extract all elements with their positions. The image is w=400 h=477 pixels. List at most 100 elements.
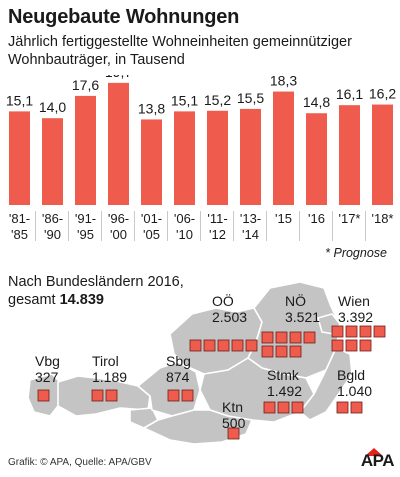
bar-value-label: 19,7 [105, 75, 132, 80]
bar-value-label: 15,2 [204, 92, 231, 108]
x-tick-label: '11- [207, 211, 227, 226]
state-square [105, 389, 118, 402]
state-name-label: NÖ [285, 292, 306, 309]
x-tick-label: '81- [9, 211, 30, 226]
x-tick-label: '16 [308, 211, 325, 226]
apa-logo-mark [365, 448, 383, 456]
x-tick-label: '01- [141, 211, 162, 226]
x-tick-label: '86- [42, 211, 63, 226]
x-tick-label: '05 [143, 227, 160, 242]
x-tick-label: '91- [75, 211, 96, 226]
state-name-label: Ktn [222, 399, 243, 415]
bar-value-label: 16,1 [336, 86, 363, 102]
state-value-label: 1.492 [267, 383, 302, 399]
state-value-label: 1.189 [92, 369, 127, 385]
state-square [331, 339, 344, 352]
state-value-label: 2.503 [212, 309, 247, 325]
state-square [37, 389, 50, 402]
state-square [263, 401, 276, 414]
state-square [359, 325, 372, 338]
x-tick-label: '18* [371, 211, 393, 226]
state-name-label: Wien [338, 293, 370, 309]
bar [75, 95, 96, 205]
bar [372, 104, 393, 205]
bar [240, 108, 261, 205]
state-square [336, 401, 349, 414]
x-tick-label: '14 [242, 227, 259, 242]
state-square [245, 339, 258, 352]
x-tick-label: '85 [11, 227, 28, 242]
bar [108, 82, 129, 205]
state-square [181, 389, 194, 402]
state-value-label: 1.040 [337, 383, 372, 399]
state-square [91, 389, 104, 402]
states-heading-gesamt: gesamt [8, 292, 56, 308]
bar [339, 105, 360, 205]
state-square [227, 427, 240, 440]
chart-subtitle: Jährlich fertiggestellte Wohneinheiten g… [8, 34, 352, 68]
bar [273, 91, 294, 205]
state-square [289, 331, 302, 344]
state-name-label: Stmk [267, 367, 300, 383]
state-square [359, 339, 372, 352]
states-total: 14.839 [59, 292, 104, 308]
apa-logo: APA [360, 451, 395, 470]
states-heading: Nach Bundesländern 2016, gesamt 14.839 [8, 273, 184, 309]
state-name-label: Bgld [337, 367, 365, 383]
bar [207, 110, 228, 205]
state-square [275, 345, 288, 358]
bar [9, 111, 30, 205]
bar [174, 111, 195, 205]
bar [141, 119, 162, 205]
x-tick-label: '00 [110, 227, 127, 242]
state-square [289, 345, 302, 358]
bar-chart: 15,1 '81-'85 14,0 '86-'90 17,6 '91-'95 19,7 '96… [6, 75, 396, 242]
bar-value-label: 15,1 [6, 92, 33, 108]
x-tick-label: '12 [209, 227, 226, 242]
state-square [231, 339, 244, 352]
region-kaernten [143, 409, 253, 445]
x-tick-label: '10 [176, 227, 193, 242]
state-square [167, 389, 180, 402]
bar-value-label: 14,0 [39, 99, 66, 115]
state-square [275, 331, 288, 344]
state-value-label: 327 [35, 369, 59, 385]
state-value-label: 3.392 [338, 309, 373, 325]
bar-value-label: 15,1 [171, 92, 198, 108]
state-square [203, 339, 216, 352]
state-square [345, 325, 358, 338]
state-name-label: Vbg [35, 353, 60, 369]
states-heading-line1: Nach Bundesländern 2016, [8, 274, 184, 290]
state-square [373, 325, 386, 338]
forecast-note: * Prognose [325, 246, 387, 260]
state-square [345, 339, 358, 352]
states-heading-line2: gesamt 14.839 [8, 291, 184, 309]
bar [306, 113, 327, 205]
state-value-label: 500 [222, 415, 246, 431]
bar [42, 118, 63, 205]
state-value-label: 3.521 [285, 309, 320, 325]
state-name-label: OÖ [212, 292, 234, 309]
x-tick-label: '13- [240, 211, 261, 226]
x-tick-label: '17* [338, 211, 360, 226]
x-tick-label: '90 [44, 227, 61, 242]
bar-value-label: 13,8 [138, 100, 165, 116]
source-footer: Grafik: © APA, Quelle: APA/GBV [8, 457, 152, 468]
state-value-label: 874 [166, 369, 190, 385]
state-square [303, 331, 316, 344]
bar-value-label: 17,6 [72, 77, 99, 93]
region-salzburg [137, 361, 201, 417]
x-tick-label: '96- [108, 211, 129, 226]
chart-title: Neugebaute Wohnungen [8, 6, 240, 28]
state-square [350, 401, 363, 414]
x-tick-label: '06- [174, 211, 195, 226]
state-square [277, 401, 290, 414]
state-name-label: Sbg [166, 353, 191, 369]
state-square [261, 345, 274, 358]
bar-value-label: 18,3 [270, 75, 297, 89]
bar-value-label: 16,2 [369, 86, 396, 102]
x-tick-label: '15 [275, 211, 292, 226]
bar-value-label: 14,8 [303, 94, 330, 110]
